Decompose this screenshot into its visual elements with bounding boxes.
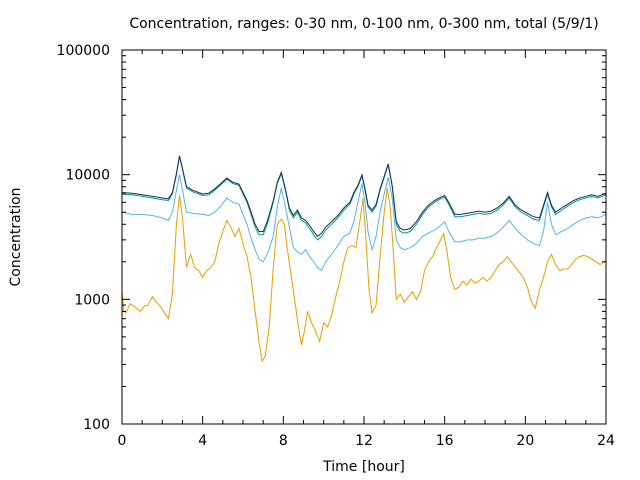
y-tick-label: 100000 bbox=[57, 43, 110, 59]
plot-frame bbox=[121, 49, 607, 425]
x-tick-label: 4 bbox=[198, 433, 207, 449]
x-tick-label: 0 bbox=[118, 433, 127, 449]
x-tick-label: 12 bbox=[355, 433, 373, 449]
x-tick-label: 16 bbox=[436, 433, 454, 449]
series-layer bbox=[121, 155, 607, 363]
y-tick-label: 1000 bbox=[74, 292, 110, 308]
x-tick-label: 8 bbox=[279, 433, 288, 449]
series-line-total bbox=[121, 155, 607, 238]
ticks-layer: 0 4 8 12 16 20 24 100 1000 10000 100000 bbox=[57, 43, 615, 449]
series-line-range-0-100 bbox=[121, 174, 607, 272]
y-axis-label: Concentration bbox=[8, 187, 24, 286]
y-tick-label: 10000 bbox=[65, 168, 110, 184]
x-tick-label: 24 bbox=[597, 433, 615, 449]
x-tick-label: 20 bbox=[516, 433, 534, 449]
series-line-range-0-30 bbox=[121, 188, 607, 363]
chart-title: Concentration, ranges: 0-30 nm, 0-100 nm… bbox=[129, 16, 598, 32]
x-axis-label: Time [hour] bbox=[322, 459, 405, 475]
y-tick-label: 100 bbox=[83, 417, 110, 433]
